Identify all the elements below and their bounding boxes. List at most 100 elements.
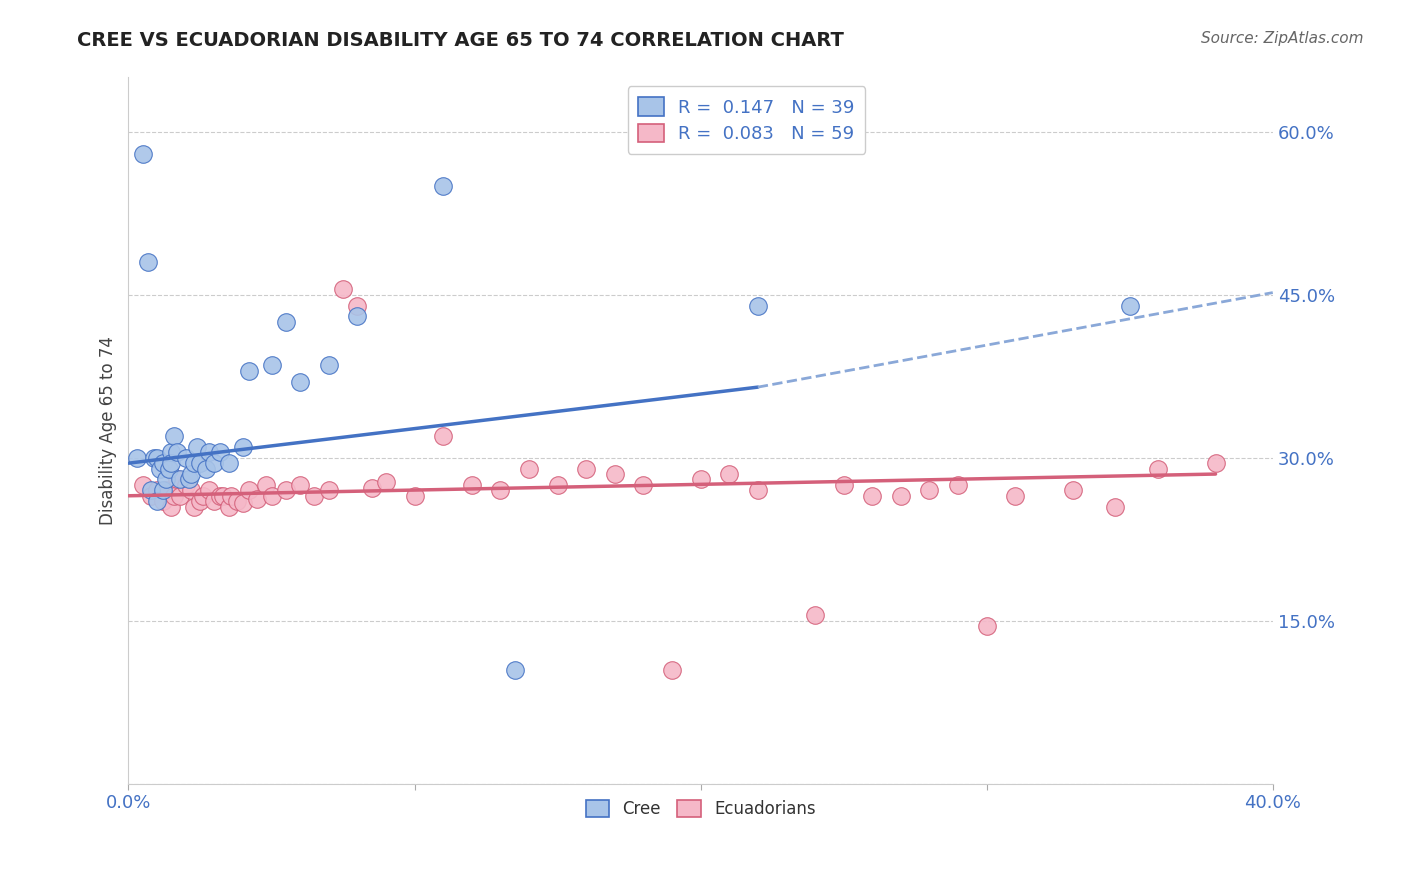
Point <box>374 475 396 489</box>
Point <box>603 467 626 481</box>
Point <box>138 255 160 269</box>
Point <box>177 473 200 487</box>
Point <box>146 494 169 508</box>
Point <box>346 299 368 313</box>
Point <box>503 663 526 677</box>
Point <box>318 483 340 498</box>
Point <box>718 467 741 481</box>
Point <box>160 445 183 459</box>
Point <box>976 619 998 633</box>
Point <box>191 489 214 503</box>
Point <box>238 483 260 498</box>
Point <box>274 483 297 498</box>
Point <box>832 478 855 492</box>
Point <box>288 478 311 492</box>
Point <box>132 478 155 492</box>
Point <box>194 461 217 475</box>
Point <box>212 489 235 503</box>
Point <box>860 489 883 503</box>
Point <box>461 478 484 492</box>
Point <box>260 489 283 503</box>
Point <box>202 456 225 470</box>
Point <box>232 496 254 510</box>
Point <box>208 489 231 503</box>
Point <box>226 494 249 508</box>
Point <box>890 489 912 503</box>
Point <box>547 478 569 492</box>
Point <box>208 445 231 459</box>
Point <box>1205 456 1227 470</box>
Point <box>160 456 183 470</box>
Point <box>166 445 188 459</box>
Point <box>218 456 240 470</box>
Point <box>218 500 240 514</box>
Point <box>689 473 711 487</box>
Point <box>141 483 163 498</box>
Point <box>747 299 769 313</box>
Point <box>149 461 172 475</box>
Point <box>517 461 540 475</box>
Point <box>633 478 655 492</box>
Point <box>332 282 354 296</box>
Point <box>946 478 969 492</box>
Point <box>174 450 197 465</box>
Point <box>174 478 197 492</box>
Point <box>804 608 827 623</box>
Point <box>221 489 243 503</box>
Point <box>132 146 155 161</box>
Point <box>146 483 169 498</box>
Point <box>155 473 177 487</box>
Point <box>260 359 283 373</box>
Point <box>157 461 180 475</box>
Point <box>232 440 254 454</box>
Point <box>1062 483 1084 498</box>
Point <box>918 483 941 498</box>
Point <box>152 494 174 508</box>
Point <box>155 483 177 498</box>
Point <box>125 450 148 465</box>
Point <box>186 440 208 454</box>
Point <box>254 478 277 492</box>
Point <box>188 456 211 470</box>
Point <box>1119 299 1142 313</box>
Point <box>152 483 174 498</box>
Text: CREE VS ECUADORIAN DISABILITY AGE 65 TO 74 CORRELATION CHART: CREE VS ECUADORIAN DISABILITY AGE 65 TO … <box>77 31 844 50</box>
Point <box>288 375 311 389</box>
Point <box>152 456 174 470</box>
Text: Source: ZipAtlas.com: Source: ZipAtlas.com <box>1201 31 1364 46</box>
Point <box>1004 489 1026 503</box>
Point <box>346 310 368 324</box>
Point <box>747 483 769 498</box>
Legend: Cree, Ecuadorians: Cree, Ecuadorians <box>579 793 823 825</box>
Point <box>146 450 169 465</box>
Point <box>197 445 219 459</box>
Point <box>169 489 191 503</box>
Point <box>238 364 260 378</box>
Point <box>197 483 219 498</box>
Point <box>169 473 191 487</box>
Point <box>246 491 269 506</box>
Point <box>180 467 202 481</box>
Point <box>360 481 382 495</box>
Point <box>141 489 163 503</box>
Point <box>575 461 598 475</box>
Point <box>143 450 166 465</box>
Point <box>661 663 683 677</box>
Point <box>432 179 454 194</box>
Point <box>163 429 186 443</box>
Y-axis label: Disability Age 65 to 74: Disability Age 65 to 74 <box>100 336 117 525</box>
Point <box>183 456 205 470</box>
Point <box>202 494 225 508</box>
Point <box>183 500 205 514</box>
Point <box>432 429 454 443</box>
Point <box>304 489 326 503</box>
Point <box>274 315 297 329</box>
Point <box>160 500 183 514</box>
Point <box>1147 461 1170 475</box>
Point <box>1104 500 1126 514</box>
Point <box>163 489 186 503</box>
Point <box>188 494 211 508</box>
Point <box>489 483 512 498</box>
Point <box>166 473 188 487</box>
Point <box>318 359 340 373</box>
